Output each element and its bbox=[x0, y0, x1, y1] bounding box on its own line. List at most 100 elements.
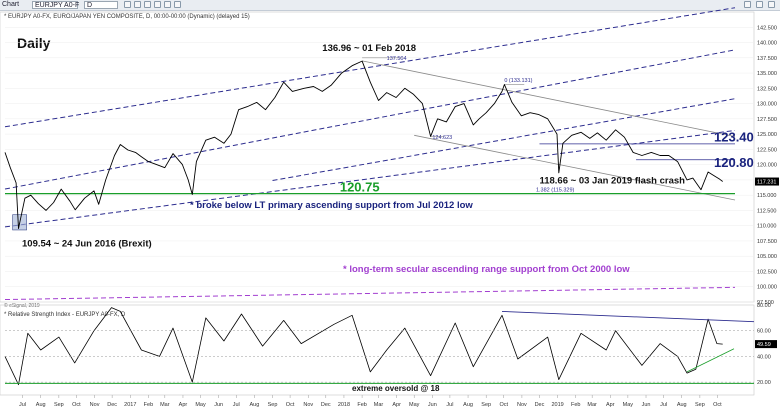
x-tick-label: Jul bbox=[446, 402, 453, 408]
peak-level-label: 137.504 bbox=[387, 56, 407, 62]
rsi-panel-frame bbox=[0, 304, 755, 396]
x-tick-label: Sep bbox=[481, 402, 491, 408]
rsi-support-line bbox=[686, 348, 735, 373]
x-tick-label: Oct bbox=[72, 402, 81, 408]
y-tick-label: 127.500 bbox=[757, 117, 777, 123]
x-tick-label: 2017 bbox=[124, 402, 136, 408]
low-level-label: 124.623 bbox=[432, 135, 452, 141]
x-tick-label: Apr bbox=[392, 402, 401, 408]
rsi-title: * Relative Strength Index - EURJPY A0-FX… bbox=[4, 312, 126, 318]
flash-crash-annotation: 118.66 ~ 03 Jan 2019 flash crash bbox=[539, 176, 685, 187]
x-tick-label: Sep bbox=[695, 402, 705, 408]
rsi-tick-label: 80.00 bbox=[757, 303, 771, 309]
toolbar: Chart EURJPY A0-F D bbox=[0, 0, 780, 11]
period-label: Daily bbox=[17, 35, 51, 51]
broke-below-annotation: * broke below LT primary ascending suppo… bbox=[190, 200, 473, 211]
peak-annotation: 136.96 ~ 01 Feb 2018 bbox=[322, 43, 416, 54]
y-tick-label: 122.500 bbox=[757, 147, 777, 153]
y-tick-label: 110.000 bbox=[757, 224, 776, 230]
descending-support-line bbox=[414, 134, 736, 201]
toolbar-icon[interactable] bbox=[174, 1, 181, 8]
x-tick-label: Jul bbox=[660, 402, 667, 408]
y-tick-label: 112.500 bbox=[757, 208, 776, 214]
rsi-current-label: 49.59 bbox=[757, 342, 771, 348]
rsi-tick-label: 40.00 bbox=[757, 354, 771, 360]
chart-label: Chart bbox=[2, 1, 20, 8]
rsi-series-line bbox=[4, 307, 723, 386]
x-tick-label: Oct bbox=[286, 402, 295, 408]
x-tick-label: 2018 bbox=[338, 402, 350, 408]
y-tick-label: 105.000 bbox=[757, 254, 777, 260]
x-tick-label: Mar bbox=[587, 402, 597, 408]
support-label: 120.75 bbox=[340, 179, 380, 194]
channel-mid-line bbox=[4, 49, 736, 190]
interval-field[interactable]: D bbox=[84, 1, 118, 9]
x-tick-label: May bbox=[623, 402, 634, 408]
toolbar-icon[interactable] bbox=[124, 1, 131, 8]
x-tick-label: Sep bbox=[54, 402, 64, 408]
current-price-box bbox=[755, 177, 779, 186]
x-tick-label: Mar bbox=[160, 402, 170, 408]
brexit-annotation: 109.54 ~ 24 Jun 2016 (Brexit) bbox=[22, 238, 152, 249]
y-tick-label: 100.000 bbox=[757, 285, 777, 291]
y-tick-label: 132.500 bbox=[757, 86, 777, 92]
resistance-label-2: 120.80 bbox=[714, 155, 754, 170]
x-tick-label: Jun bbox=[642, 402, 651, 408]
x-tick-label: Aug bbox=[249, 402, 259, 408]
toolbar-icon[interactable] bbox=[164, 1, 171, 8]
descending-resistance-line bbox=[362, 60, 736, 137]
minimize-icon[interactable] bbox=[744, 1, 751, 8]
channel-inner-line bbox=[272, 98, 736, 181]
y-tick-label: 125.000 bbox=[757, 132, 777, 138]
x-tick-label: May bbox=[195, 402, 206, 408]
maximize-icon[interactable] bbox=[756, 1, 763, 8]
toolbar-icon[interactable] bbox=[144, 1, 151, 8]
x-tick-label: Feb bbox=[144, 402, 153, 408]
x-tick-label: Aug bbox=[463, 402, 473, 408]
x-tick-label: Apr bbox=[179, 402, 188, 408]
x-tick-label: Dec bbox=[321, 402, 331, 408]
x-tick-label: Jun bbox=[214, 402, 223, 408]
rsi-resistance-line bbox=[501, 310, 755, 323]
fib-zero-label: 0 (133.131) bbox=[504, 78, 532, 84]
x-tick-label: Aug bbox=[677, 402, 687, 408]
y-tick-label: 102.500 bbox=[757, 269, 777, 275]
x-tick-label: Feb bbox=[571, 402, 580, 408]
y-tick-label: 142.500 bbox=[757, 25, 777, 31]
price-series-line bbox=[4, 60, 723, 229]
toolbar-icon[interactable] bbox=[154, 1, 161, 8]
x-tick-label: Oct bbox=[713, 402, 722, 408]
y-tick-label: 120.000 bbox=[757, 163, 777, 169]
toolbar-icon[interactable] bbox=[134, 1, 141, 8]
current-price-label: 117.231 bbox=[757, 180, 776, 186]
fib-ext-label: 1.382 (115.329) bbox=[536, 187, 575, 193]
x-tick-label: Sep bbox=[268, 402, 278, 408]
channel-lower-line bbox=[4, 129, 736, 228]
x-tick-label: Nov bbox=[90, 402, 100, 408]
symbol-field[interactable]: EURJPY A0-F bbox=[32, 1, 79, 9]
x-tick-label: Jul bbox=[233, 402, 240, 408]
x-tick-label: Mar bbox=[374, 402, 384, 408]
close-icon[interactable] bbox=[768, 1, 775, 8]
y-tick-label: 135.000 bbox=[757, 71, 777, 77]
y-tick-label: 130.000 bbox=[757, 102, 777, 108]
x-tick-label: Nov bbox=[517, 402, 527, 408]
resistance-label-1: 123.40 bbox=[714, 129, 754, 144]
copyright: © eSignal, 2019 bbox=[4, 303, 40, 309]
long-term-support-line bbox=[4, 286, 736, 301]
rsi-tick-label: 20.00 bbox=[757, 380, 771, 386]
y-tick-label: 140.000 bbox=[757, 41, 777, 47]
rsi-current-box bbox=[755, 340, 777, 349]
channel-upper-line bbox=[4, 7, 736, 128]
x-tick-label: Jun bbox=[428, 402, 437, 408]
x-tick-label: Aug bbox=[36, 402, 46, 408]
x-tick-label: Jul bbox=[19, 402, 26, 408]
x-tick-label: Dec bbox=[107, 402, 117, 408]
rsi-oversold-annotation: extreme oversold @ 18 bbox=[352, 384, 440, 393]
long-term-annotation: * long-term secular ascending range supp… bbox=[343, 264, 630, 275]
y-tick-label: 137.500 bbox=[757, 56, 777, 62]
x-tick-label: Dec bbox=[535, 402, 545, 408]
x-tick-label: Apr bbox=[606, 402, 615, 408]
chart-subtitle: * EURJPY A0-FX, EURO/JAPAN YEN COMPOSITE… bbox=[4, 14, 250, 20]
